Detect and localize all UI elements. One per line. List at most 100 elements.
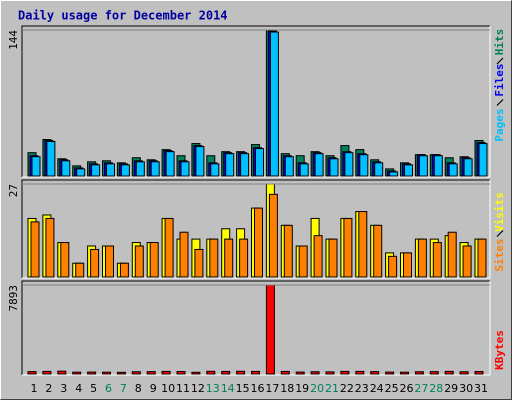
legend-separator	[496, 230, 504, 237]
legend-separator	[496, 57, 504, 65]
bar	[403, 252, 412, 278]
legend-label: Hits	[493, 29, 506, 56]
x-tick-label: 8	[135, 382, 142, 395]
panel-bevel	[22, 180, 491, 279]
bar	[299, 163, 309, 177]
bar	[478, 143, 488, 177]
bar	[358, 211, 368, 278]
bar	[447, 231, 457, 278]
bar	[90, 248, 100, 278]
bar	[225, 153, 235, 177]
bar	[340, 370, 350, 375]
bar	[164, 217, 174, 278]
bar	[474, 371, 484, 375]
bar	[295, 371, 305, 375]
x-tick-label: 22	[340, 382, 354, 395]
x-tick-label: 2	[45, 382, 52, 395]
bar	[355, 370, 365, 375]
bar	[176, 371, 186, 375]
bar	[194, 248, 204, 278]
bar	[388, 255, 398, 278]
x-tick-label: 27	[414, 382, 428, 395]
x-tick-label: 9	[150, 382, 157, 395]
y-tick-label: 27	[7, 184, 20, 197]
bar	[444, 370, 454, 375]
x-tick-label: 29	[444, 382, 458, 395]
bar	[210, 163, 220, 177]
bar	[325, 371, 335, 375]
bar	[106, 163, 115, 177]
bar	[102, 371, 111, 375]
bar	[149, 242, 159, 278]
bar	[45, 217, 55, 278]
bar	[344, 152, 354, 177]
x-tick-label: 23	[355, 382, 369, 395]
x-tick-label: 26	[400, 382, 414, 395]
bar	[251, 370, 260, 375]
bar	[57, 370, 67, 375]
x-tick-label: 11	[176, 382, 190, 395]
x-tick-label: 17	[265, 382, 279, 395]
bar	[265, 284, 275, 375]
chart-title: Daily usage for December 2014	[18, 9, 228, 23]
x-tick-label: 3	[60, 382, 67, 395]
bar	[209, 238, 219, 278]
bar	[343, 217, 353, 278]
bar	[135, 161, 145, 177]
bar	[370, 371, 380, 375]
x-tick-label: 15	[236, 382, 250, 395]
x-tick-label: 20	[310, 382, 324, 395]
bar	[87, 371, 97, 375]
bar	[179, 231, 189, 278]
bar	[239, 238, 249, 278]
bar	[389, 171, 399, 177]
bar	[448, 163, 458, 177]
x-tick-label: 30	[459, 382, 473, 395]
bar	[268, 193, 278, 278]
panel-bevel	[21, 25, 490, 177]
bar	[433, 155, 443, 177]
x-tick-label: 5	[90, 382, 97, 395]
x-tick-label: 18	[280, 382, 294, 395]
bar	[283, 224, 293, 278]
bar	[131, 371, 141, 375]
y-tick-label: 144	[7, 30, 20, 50]
bar	[462, 245, 472, 278]
bar	[119, 262, 129, 278]
bar	[477, 238, 487, 278]
bar	[134, 245, 144, 278]
bar	[417, 238, 427, 278]
bar	[116, 371, 126, 375]
x-tick-label: 14	[221, 382, 235, 395]
x-tick-label: 6	[105, 382, 112, 395]
bar	[414, 371, 424, 375]
bar	[46, 141, 56, 177]
legend-label: Files	[493, 63, 506, 96]
panel-bevel	[22, 281, 491, 376]
x-tick-label: 4	[75, 382, 82, 395]
x-tick-label: 10	[161, 382, 175, 395]
x-tick-label: 25	[385, 382, 399, 395]
bar	[314, 153, 324, 177]
x-tick-label: 28	[429, 382, 443, 395]
bar	[359, 154, 369, 177]
bar	[206, 370, 216, 375]
x-tick-label: 19	[295, 382, 309, 395]
bar	[429, 371, 439, 375]
bar	[165, 151, 175, 177]
bar	[284, 156, 294, 177]
x-tick-label: 24	[370, 382, 384, 395]
x-tick-label: 16	[251, 382, 265, 395]
bar	[180, 161, 190, 177]
bar	[161, 370, 171, 375]
bar	[75, 262, 85, 278]
bar	[374, 162, 384, 177]
bar	[328, 238, 338, 278]
bar	[76, 168, 86, 177]
bar	[42, 370, 52, 375]
bar	[254, 207, 263, 278]
bar	[459, 371, 469, 375]
bar	[373, 224, 383, 278]
